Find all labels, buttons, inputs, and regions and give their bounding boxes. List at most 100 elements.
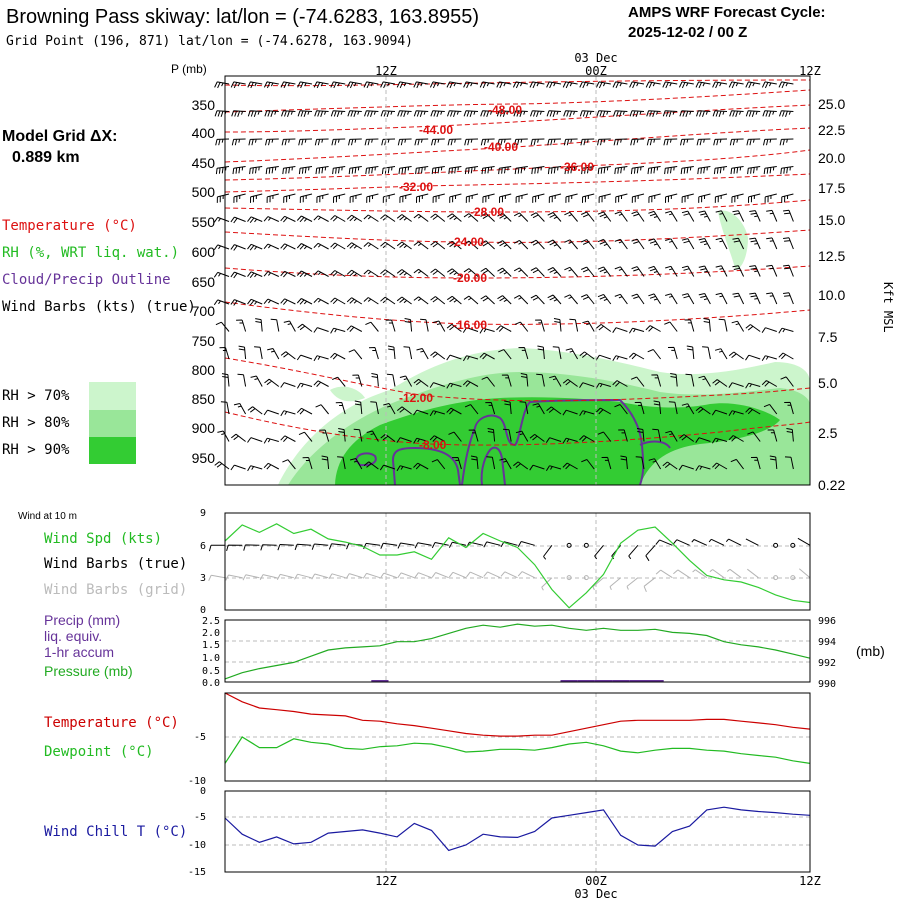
wind-barb bbox=[363, 461, 379, 470]
wind-barb bbox=[263, 81, 279, 89]
wind-barb bbox=[413, 462, 429, 470]
wind-barb bbox=[514, 138, 528, 146]
y-tick: 0.5 bbox=[202, 666, 220, 677]
wind-barb bbox=[778, 327, 794, 334]
wind-barb bbox=[783, 237, 794, 250]
wind-barb bbox=[352, 374, 363, 387]
wind-barb bbox=[630, 138, 645, 146]
wind-barb bbox=[745, 354, 761, 361]
wind-barb bbox=[381, 138, 396, 146]
wind-barb bbox=[497, 295, 512, 305]
wind-barb bbox=[502, 428, 512, 442]
wind-barb bbox=[420, 318, 429, 332]
wind-barb bbox=[432, 320, 446, 332]
wind-barb bbox=[662, 81, 678, 89]
isotherm-line bbox=[224, 357, 811, 402]
wind-barb bbox=[470, 455, 479, 470]
wind-barb bbox=[698, 265, 711, 277]
y-tick: 992 bbox=[818, 658, 836, 669]
wind-barb bbox=[746, 138, 761, 146]
wind-barb bbox=[463, 240, 479, 250]
wind-barb bbox=[562, 462, 578, 470]
wind-barb bbox=[353, 428, 363, 442]
wind-barb bbox=[594, 544, 604, 560]
wind-barb bbox=[497, 138, 512, 146]
wind-barb bbox=[463, 213, 479, 222]
legend-rh70: RH > 70% bbox=[2, 388, 70, 404]
wind-barb bbox=[532, 403, 545, 415]
wind-barb bbox=[747, 431, 761, 442]
wind-barb bbox=[565, 348, 579, 360]
pressure-tick: 850 bbox=[192, 391, 216, 407]
wind-barb bbox=[231, 138, 246, 146]
wind-barb bbox=[276, 573, 294, 580]
wind-barb bbox=[496, 110, 512, 117]
wind-barb bbox=[565, 193, 578, 203]
wind-barb bbox=[564, 266, 578, 277]
wind-barb bbox=[247, 110, 263, 117]
wind-barb bbox=[313, 81, 329, 89]
wind-barb bbox=[298, 166, 313, 175]
wind-barb bbox=[783, 209, 794, 222]
wind-barb bbox=[714, 193, 728, 203]
wind-barb bbox=[447, 213, 462, 222]
wind-barb bbox=[512, 81, 528, 89]
wind-barb bbox=[430, 268, 446, 277]
bottom-date-label: 03 Dec bbox=[574, 887, 617, 900]
wind-barb bbox=[685, 373, 695, 387]
profile-panel-frame bbox=[224, 75, 811, 486]
altitude-axis-label: Kft MSL bbox=[881, 282, 895, 333]
wind-barb bbox=[665, 210, 678, 222]
dewpoint-line bbox=[224, 736, 811, 764]
wind-barb bbox=[631, 266, 645, 277]
wind-barb bbox=[541, 577, 553, 591]
wind-barb bbox=[579, 81, 595, 89]
wind-barb bbox=[447, 268, 462, 277]
wind-barb bbox=[479, 81, 495, 89]
wind-barb bbox=[614, 404, 628, 415]
chill-y-axis: 0 -5 -10 -15 bbox=[188, 786, 206, 878]
wind-barb bbox=[612, 81, 628, 89]
legend-rh80: RH > 80% bbox=[2, 415, 70, 431]
isotherm-labels: -48.00 -44.00 -40.00 -36.00 -32.00 -28.0… bbox=[399, 103, 594, 452]
temp-panel-frame bbox=[224, 692, 811, 782]
wind-barb bbox=[416, 348, 429, 360]
wind-barb bbox=[681, 265, 695, 277]
wind-barb bbox=[480, 110, 495, 117]
wind-barb bbox=[462, 380, 479, 387]
wind-barb bbox=[614, 238, 628, 250]
wind-barb bbox=[681, 403, 695, 415]
wind-barb bbox=[396, 269, 412, 277]
wind-barb bbox=[264, 378, 280, 387]
wind-barb bbox=[387, 345, 396, 360]
wind-barb bbox=[297, 81, 313, 89]
wind-barb bbox=[745, 407, 761, 415]
wind-barb bbox=[546, 81, 562, 89]
wind-barb bbox=[247, 243, 263, 251]
wind-barb bbox=[678, 81, 694, 89]
precip-label-liq: liq. equiv. bbox=[44, 628, 102, 644]
wind-barb bbox=[563, 138, 578, 146]
isotherm-line bbox=[224, 301, 811, 325]
wind-barb bbox=[486, 456, 496, 470]
wind-barb bbox=[380, 572, 398, 579]
wind-barb bbox=[601, 456, 612, 470]
wind-barb bbox=[529, 464, 545, 471]
cloud-outline bbox=[354, 398, 671, 486]
wind-barb bbox=[612, 380, 628, 387]
wind-barb bbox=[364, 138, 379, 146]
wind-barbs-true-label: Wind Barbs (true) bbox=[44, 556, 187, 572]
wind-barb bbox=[564, 294, 578, 305]
wind-barb bbox=[277, 544, 294, 551]
wind-barb bbox=[232, 166, 246, 175]
wind-barb bbox=[247, 298, 263, 306]
wind-barb bbox=[213, 271, 230, 278]
wind-barb bbox=[648, 265, 662, 277]
wind-barb bbox=[781, 193, 794, 203]
altitude-tick: 0.22 bbox=[818, 477, 845, 493]
wind-barb bbox=[313, 327, 329, 333]
wind-barb bbox=[468, 429, 479, 442]
wind-barb bbox=[231, 110, 246, 117]
wind-barb bbox=[783, 264, 794, 277]
wind-barb bbox=[446, 407, 462, 415]
